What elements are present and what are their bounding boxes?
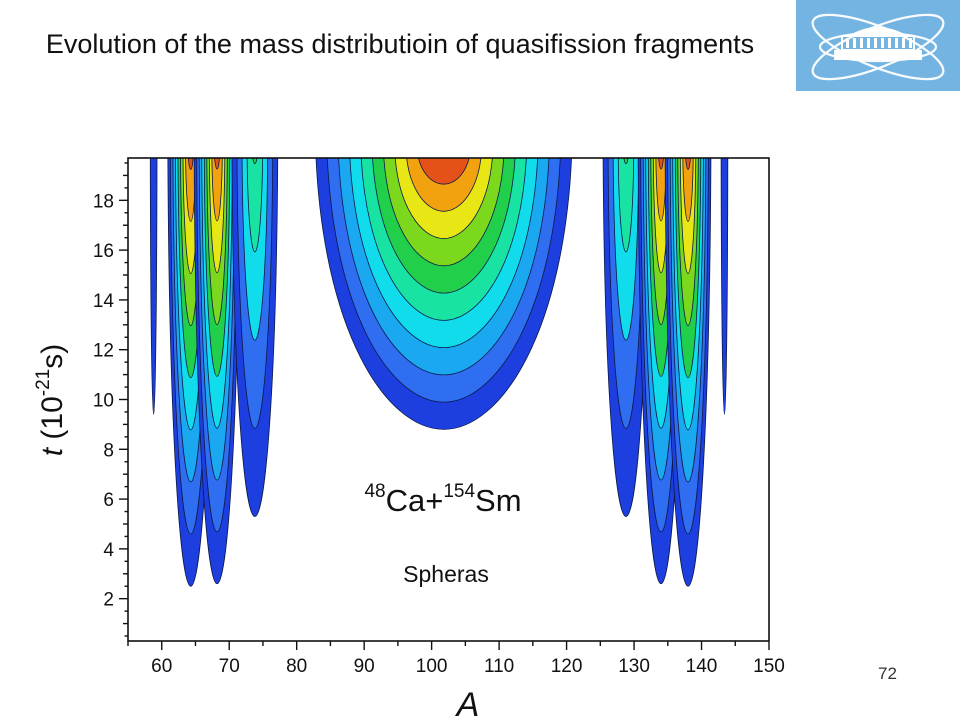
x-tick-labels: 60 70 80 90 100 110 120 130 140 150 [151, 656, 785, 677]
x-tick-label: 80 [286, 656, 307, 677]
contour-band [214, 158, 220, 170]
axis-ticks [119, 162, 770, 650]
contour-peak [193, 158, 241, 585]
x-tick-label: 70 [219, 656, 240, 677]
contour-band [187, 158, 194, 170]
x-axis-title: A [455, 686, 480, 720]
y-axis-title-var: t [36, 446, 69, 456]
x-tick-label: 110 [484, 656, 514, 677]
contour-peak [315, 148, 572, 430]
contour-band [211, 158, 223, 222]
spheras-label: Spheras [403, 561, 489, 587]
y-axis-title-exp: -21 [33, 369, 54, 396]
contour-peak [602, 158, 650, 517]
contour-band [246, 158, 263, 253]
x-tick-label: 130 [618, 656, 650, 677]
contour-band [617, 158, 635, 253]
page-number: 72 [878, 664, 897, 683]
y-tick-labels: 2 4 6 8 10 12 14 16 18 [93, 191, 115, 610]
y-tick-label: 16 [93, 241, 114, 262]
reaction-element-ca: Ca+ [386, 483, 444, 518]
contour-band [252, 158, 258, 165]
y-tick-label: 12 [93, 341, 114, 362]
contour-band [685, 158, 691, 170]
contour-band [623, 158, 629, 165]
x-tick-label: 150 [753, 656, 785, 677]
reaction-label: 48Ca+154Sm [364, 481, 521, 518]
x-tick-label: 100 [416, 656, 448, 677]
y-tick-label: 2 [103, 590, 114, 611]
slide-title: Evolution of the mass distributioin of q… [45, 29, 755, 59]
contour-peak [664, 158, 712, 587]
y-tick-label: 8 [103, 440, 114, 461]
contour-peak [149, 158, 158, 415]
y-tick-label: 10 [93, 391, 114, 412]
y-axis-title: t (10-21s) [33, 344, 69, 457]
jinr-logo-icon [796, 0, 960, 91]
y-tick-label: 4 [103, 540, 114, 561]
y-axis-title-open: (10 [36, 396, 69, 448]
contour-peak [231, 158, 279, 517]
contour-band [418, 158, 470, 185]
contour-band [720, 158, 729, 415]
contour-band [149, 158, 158, 415]
y-tick-label: 6 [103, 490, 114, 511]
x-tick-label: 90 [354, 656, 375, 677]
reaction-element-sm: Sm [475, 483, 522, 518]
contour-band [658, 158, 664, 170]
y-axis-title-close: s) [36, 344, 69, 369]
contour-peak [720, 158, 729, 415]
reaction-mass-ca: 48 [364, 481, 385, 502]
x-tick-label: 140 [686, 656, 718, 677]
contour-band [428, 148, 459, 157]
y-tick-label: 18 [93, 191, 114, 212]
reaction-mass-sm: 154 [443, 481, 475, 502]
y-tick-label: 14 [93, 291, 115, 312]
x-tick-label: 120 [551, 656, 583, 677]
x-tick-label: 60 [151, 656, 172, 677]
contour-layer [149, 148, 729, 587]
contour-band [682, 158, 694, 222]
